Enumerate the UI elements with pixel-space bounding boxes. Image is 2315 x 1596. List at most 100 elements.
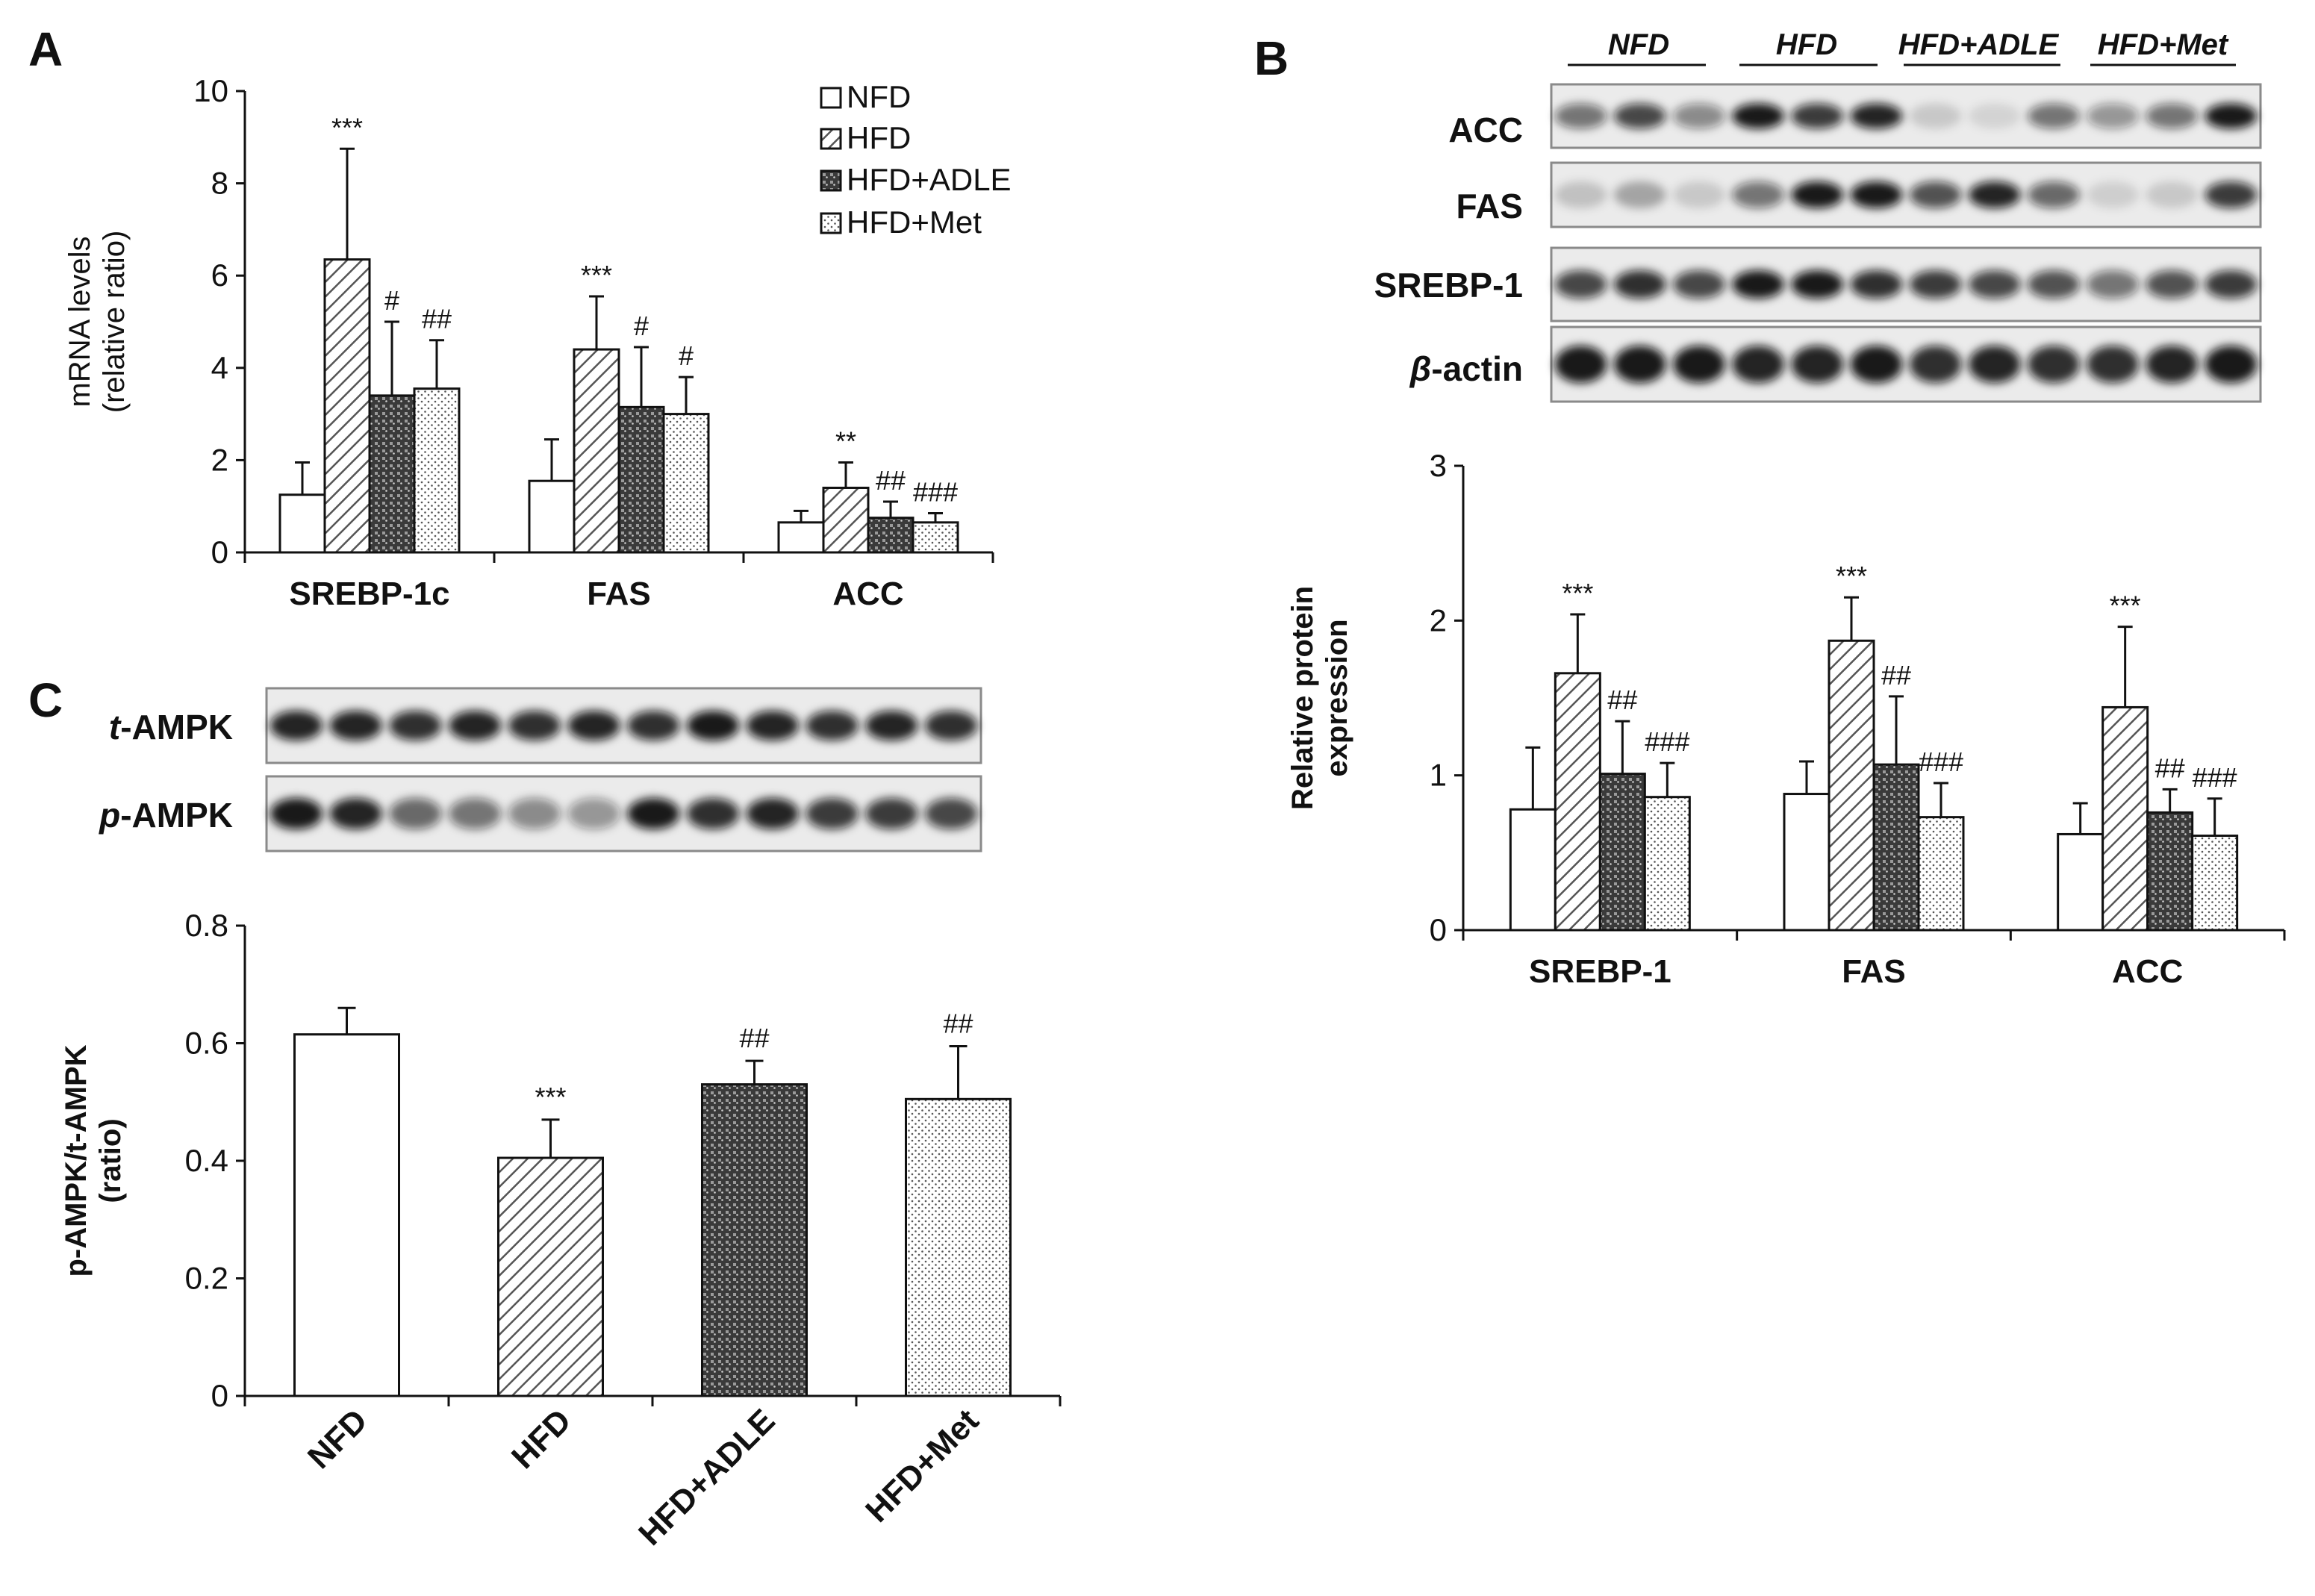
blot-b-fas-strip-band xyxy=(1732,181,1784,208)
blot-b-fas-strip-band xyxy=(1554,181,1607,208)
significance-fas-hfd-met: # xyxy=(679,340,694,371)
blot-b-srebp1-strip-band xyxy=(2146,270,2199,299)
blot-b-fas-strip-band xyxy=(1613,181,1666,208)
blot-c-p-ampk-strip-band xyxy=(687,798,740,829)
legend-swatch-nfd xyxy=(820,87,842,109)
x-category-label-hfd: HFD xyxy=(505,1402,579,1476)
panel-c: C t-AMPK p-AMPK 00.20.40.60.8p-AMPK/t-AM… xyxy=(28,673,1062,1553)
panel-letter-b: B xyxy=(1254,31,1289,85)
blot-c-t-ampk-strip-band xyxy=(269,711,323,741)
y-axis-label-line: p-AMPK/t-AMPK xyxy=(60,1044,93,1277)
bar-fas-hfd-adle xyxy=(617,405,665,554)
blot-c-p-ampk-strip-band xyxy=(269,798,323,829)
significance-acc-hfd-met: ### xyxy=(913,476,958,507)
blot-c-t-ampk-strip-band xyxy=(389,711,442,741)
y-axis-label-line: (ratio) xyxy=(94,1118,127,1203)
blot-b-label-acc: ACC xyxy=(1448,110,1523,149)
blot-b-beta-actin-strip-band xyxy=(2087,346,2139,383)
bar-acc-hfd xyxy=(822,486,870,554)
blot-b-beta-actin-strip-band xyxy=(1850,346,1903,383)
y-tick-label: 0 xyxy=(211,1378,228,1413)
blot-c-p-ampk-strip-band xyxy=(567,798,620,829)
blot-b-group-nfd: NFD xyxy=(1608,28,1669,61)
blot-b-group-headers: NFD HFD HFD+ADLE HFD+Met xyxy=(1568,28,2236,66)
x-category-label-nfd: NFD xyxy=(301,1402,375,1476)
blot-b-beta-actin-strip-band xyxy=(1554,346,1607,383)
significance-srebp-1c-hfd-adle: # xyxy=(384,285,399,316)
blot-b-fas-strip-band xyxy=(1909,181,1962,208)
blot-b-label-actin-text: -actin xyxy=(1431,349,1523,388)
blot-b-beta-actin-strip-band xyxy=(2205,346,2258,383)
bar-fas-nfd xyxy=(1783,793,1830,932)
significance-acc-hfd: *** xyxy=(2110,590,2141,621)
blot-c-p-ampk-strip-membrane xyxy=(265,775,982,852)
y-tick-label: 4 xyxy=(211,350,228,385)
blot-c-t-ampk-strip-band xyxy=(806,711,859,741)
blot-b-fas-strip-band xyxy=(2146,181,2199,208)
blot-b-acc-strip-band xyxy=(2146,103,2199,129)
y-tick-label: 0 xyxy=(1430,912,1447,947)
blot-c-t-ampk-strip-band xyxy=(449,711,502,741)
blot-b-acc-strip-band xyxy=(2028,103,2080,129)
legend-label-nfd: NFD xyxy=(847,79,911,114)
significance-fas-hfd-adle: ## xyxy=(1881,660,1911,691)
significance-srebp-1-hfd: *** xyxy=(1562,578,1593,608)
legend-label-hfd: HFD xyxy=(847,120,911,155)
blot-b-srebp1-strip xyxy=(1550,246,2262,322)
bar-nfd xyxy=(293,1033,400,1397)
blot-b-beta-actin-strip-band xyxy=(2146,346,2199,383)
bar-acc-hfd-met xyxy=(912,521,959,554)
y-tick-label: 0.4 xyxy=(185,1143,228,1178)
blot-c-p-ampk-strip-band xyxy=(865,798,918,829)
western-blot-c: t-AMPK p-AMPK xyxy=(98,687,982,852)
blot-c-label-p-text: -AMPK xyxy=(120,796,233,835)
blot-b-fas-strip-band xyxy=(2028,181,2080,208)
blot-c-t-ampk-strip-band xyxy=(746,711,799,741)
blot-b-acc-strip-band xyxy=(1613,103,1666,129)
bar-hfd-met xyxy=(905,1097,1012,1397)
blot-b-srebp1-strip-band xyxy=(2028,270,2080,299)
blot-b-srebp1-strip-band xyxy=(1732,270,1784,299)
x-category-label-acc: ACC xyxy=(832,576,903,612)
blot-c-p-ampk-strip-band xyxy=(627,798,680,829)
x-category-label-fas: FAS xyxy=(587,576,651,612)
blot-c-t-ampk-strip-band xyxy=(567,711,620,741)
significance-srebp-1c-hfd-met: ## xyxy=(422,304,452,334)
blot-b-beta-actin-strip-band xyxy=(1613,346,1666,383)
y-tick-label: 0 xyxy=(211,534,228,570)
significance-fas-hfd: *** xyxy=(1836,561,1867,591)
legend-item-hfd-adle: HFD+ADLE xyxy=(820,162,1012,197)
significance-hfd: *** xyxy=(535,1082,566,1112)
significance-acc-hfd: ** xyxy=(835,426,856,456)
y-axis-label: Relative proteinexpression xyxy=(1286,586,1353,810)
y-tick-label: 10 xyxy=(193,73,228,108)
blot-b-label-fas: FAS xyxy=(1456,187,1523,225)
blot-c-t-ampk-strip-band xyxy=(925,711,978,741)
blot-b-fas-strip-band xyxy=(2205,181,2258,208)
bar-fas-hfd xyxy=(573,348,620,554)
bar-fas-hfd-met xyxy=(662,413,710,554)
blot-b-label-beta-symbol: β xyxy=(1409,349,1432,388)
legend-swatch-hfd xyxy=(820,128,842,150)
blot-c-p-ampk-strip-band xyxy=(389,798,442,829)
bar-fas-hfd xyxy=(1828,639,1875,932)
bar-fas-hfd-adle xyxy=(1872,763,1920,932)
blot-b-srebp1-strip-band xyxy=(1968,270,2021,299)
y-tick-label: 0.6 xyxy=(185,1026,228,1061)
western-blot-b: NFD HFD HFD+ADLE HFD+Met ACC FAS SREBP-1… xyxy=(1374,28,2262,403)
y-axis-label-line: Relative protein xyxy=(1286,586,1319,810)
blot-b-fas-strip-band xyxy=(1850,181,1903,208)
significance-srebp-1c-hfd: *** xyxy=(331,112,363,143)
bar-fas-nfd xyxy=(528,479,576,554)
blot-b-beta-actin-strip-membrane xyxy=(1550,325,2262,403)
blot-b-beta-actin-strip-band xyxy=(1909,346,1962,383)
bar-fas-hfd-met xyxy=(1917,816,1965,932)
blot-c-label-t-prefix: t xyxy=(109,708,122,746)
significance-hfd-met: ## xyxy=(943,1008,973,1038)
blot-b-acc-strip-band xyxy=(1791,103,1844,129)
x-category-label-hfd-adle: HFD+ADLE xyxy=(632,1402,782,1552)
bar-hfd xyxy=(497,1156,604,1397)
significance-fas-hfd: *** xyxy=(581,260,612,290)
panel-b: B NFD HFD HFD+ADLE HFD+Met ACC FAS SREBP… xyxy=(1254,28,2286,990)
blot-b-group-hfd-adle: HFD+ADLE xyxy=(1898,28,2060,61)
